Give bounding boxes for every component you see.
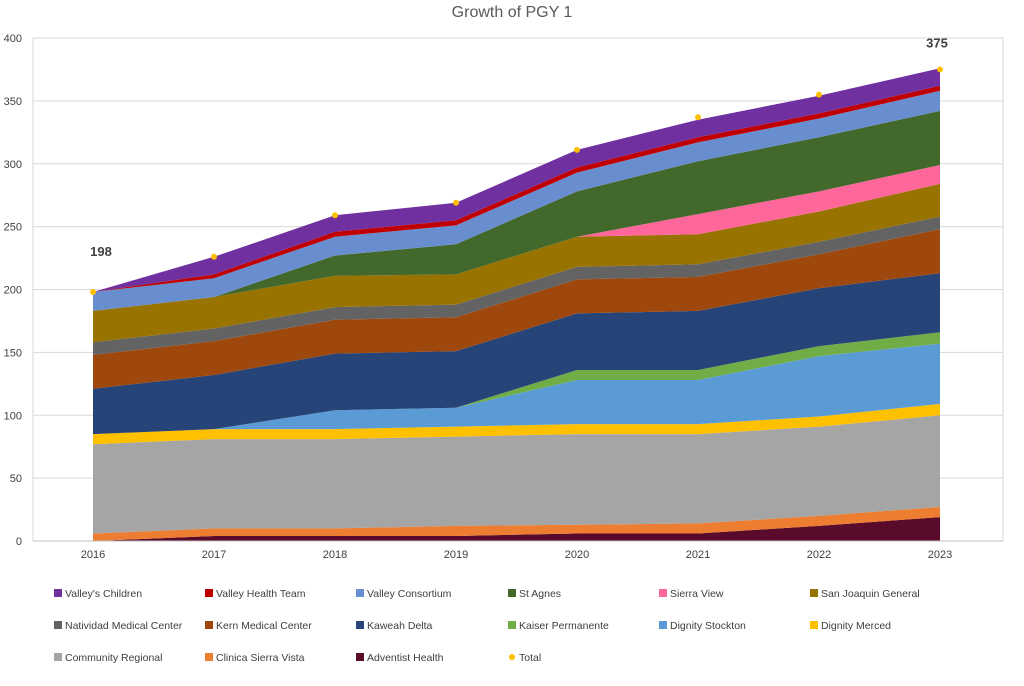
x-tick-label: 2023 [928,549,952,561]
y-tick-label: 400 [4,33,22,45]
legend: Valley's Children Valley Health Team Valle… [54,588,920,664]
legend-item-valley-s-children: Valley's Children [54,588,142,600]
x-tick-label: 2020 [565,549,589,561]
total-point [211,253,217,260]
area-kaiser-permanente [93,332,940,435]
x-tick-label: 2017 [202,549,226,561]
area-st-agnes [93,110,940,311]
legend-swatch [659,589,667,597]
total-points [90,66,943,296]
legend-label: Valley Consortium [367,588,452,600]
area-clinica-sierra-vista [93,507,940,541]
total-data-label: 375 [926,35,948,50]
legend-item-st-agnes: St Agnes [508,588,561,600]
legend-swatch [356,653,364,661]
total-point [453,199,459,206]
x-tick-label: 2021 [686,549,710,561]
legend-item-adventist-health: Adventist Health [356,652,444,664]
legend-label: Clinica Sierra Vista [216,652,305,664]
legend-item-valley-consortium: Valley Consortium [356,588,452,600]
total-point [574,146,580,153]
x-tick-label: 2018 [323,549,347,561]
legend-swatch [54,589,62,597]
legend-label: Dignity Merced [821,620,891,632]
legend-item-san-joaquin-general: San Joaquin General [810,588,920,600]
y-tick-label: 50 [10,473,22,485]
legend-swatch [54,653,62,661]
area-kern-medical-center [93,229,940,389]
legend-swatch [356,589,364,597]
legend-label: Kaiser Permanente [519,620,609,632]
legend-swatch [659,621,667,629]
legend-label: Valley's Children [65,588,142,600]
area-dignity-stockton [93,343,940,435]
legend-label: Kern Medical Center [216,620,312,632]
legend-item-dignity-stockton: Dignity Stockton [659,620,746,632]
legend-label: Adventist Health [367,652,444,664]
x-tick-label: 2019 [444,549,468,561]
y-tick-label: 0 [16,536,22,548]
y-tick-label: 100 [4,410,22,422]
legend-item-valley-health-team: Valley Health Team [205,588,306,600]
legend-label: St Agnes [519,588,561,600]
legend-label: Kaweah Delta [367,620,433,632]
total-data-label: 198 [90,244,112,259]
legend-swatch [205,653,213,661]
legend-label: Total [519,652,541,664]
y-tick-label: 200 [4,285,22,297]
legend-item-natividad-medical-center: Natividad Medical Center [54,620,183,632]
legend-swatch [356,621,364,629]
total-point [90,289,96,296]
chart-title: Growth of PGY 1 [452,4,573,21]
legend-marker [509,654,515,660]
legend-label: Natividad Medical Center [65,620,183,632]
area-series-group [93,68,940,541]
area-san-joaquin-general [93,183,940,343]
legend-item-kern-medical-center: Kern Medical Center [205,620,312,632]
legend-swatch [54,621,62,629]
area-community-regional [93,415,940,534]
x-tick-label: 2022 [807,549,831,561]
total-point [332,212,338,219]
legend-item-dignity-merced: Dignity Merced [810,620,891,632]
data-labels: 198 375 [90,35,948,259]
legend-swatch [508,589,516,597]
legend-label: Dignity Stockton [670,620,746,632]
legend-label: San Joaquin General [821,588,920,600]
y-tick-label: 250 [4,222,22,234]
legend-label: Sierra View [670,588,724,600]
legend-label: Community Regional [65,652,162,664]
axes: 0 50 100 150 200 250 300 350 400 2016 2017 2018 2019… [4,33,1004,561]
x-tick-label: 2016 [81,549,105,561]
total-point [937,66,943,73]
area-valley-s-children [93,68,940,292]
total-point [695,114,701,121]
legend-item-kaweah-delta: Kaweah Delta [356,620,433,632]
legend-label: Valley Health Team [216,588,306,600]
legend-item-community-regional: Community Regional [54,652,162,664]
legend-swatch [205,621,213,629]
legend-item-sierra-view: Sierra View [659,588,724,600]
area-dignity-merced [93,403,940,445]
area-kaweah-delta [93,273,940,435]
legend-swatch [810,621,818,629]
y-tick-label: 300 [4,159,22,171]
legend-swatch [508,621,516,629]
total-point [816,91,822,98]
area-adventist-health [93,517,940,541]
legend-item-kaiser-permanente: Kaiser Permanente [508,620,609,632]
y-tick-label: 150 [4,347,22,359]
y-tick-label: 350 [4,96,22,108]
legend-item-clinica-sierra-vista: Clinica Sierra Vista [205,652,305,664]
legend-item-total: Total [509,652,541,664]
area-valley-health-team [93,85,940,292]
area-valley-consortium [93,90,940,311]
legend-swatch [205,589,213,597]
legend-swatch [810,589,818,597]
